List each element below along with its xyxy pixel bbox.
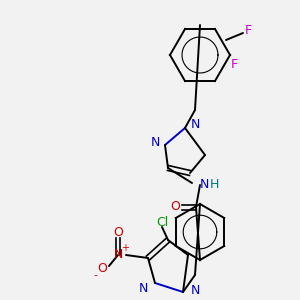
Text: O: O [97, 262, 107, 275]
Text: N: N [138, 281, 148, 295]
Text: N: N [200, 178, 209, 191]
Text: F: F [230, 58, 238, 71]
Text: O: O [170, 200, 180, 214]
Text: N: N [150, 136, 160, 148]
Text: -: - [93, 270, 97, 280]
Text: Cl: Cl [156, 215, 168, 229]
Text: H: H [210, 178, 219, 191]
Text: N: N [113, 248, 123, 262]
Text: F: F [244, 23, 252, 37]
Text: N: N [190, 284, 200, 298]
Text: +: + [121, 243, 129, 253]
Text: O: O [113, 226, 123, 238]
Text: N: N [190, 118, 200, 130]
